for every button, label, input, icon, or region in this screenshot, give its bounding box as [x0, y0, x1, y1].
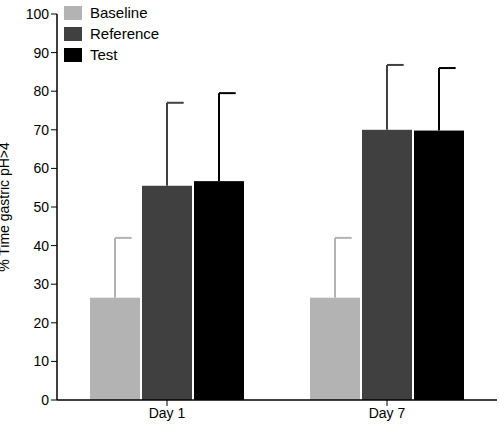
- svg-text:50: 50: [33, 199, 49, 215]
- html-text:Test: Test: [90, 46, 118, 63]
- svg-text:Day 1: Day 1: [149, 405, 186, 421]
- svg-text:Day 7: Day 7: [369, 405, 406, 421]
- svg-text:60: 60: [33, 160, 49, 176]
- svg-text:40: 40: [33, 238, 49, 254]
- html-text:Reference: Reference: [90, 25, 160, 42]
- svg-text:100: 100: [26, 6, 50, 22]
- svg-text:% Time gastric pH>4: % Time gastric pH>4: [0, 142, 12, 272]
- svg-text:80: 80: [33, 83, 49, 99]
- svg-text:20: 20: [33, 315, 49, 331]
- html-text:Baseline: Baseline: [90, 4, 148, 21]
- svg-text:30: 30: [33, 276, 49, 292]
- svg-text:0: 0: [41, 392, 49, 408]
- svg-text:70: 70: [33, 122, 49, 138]
- svg-text:90: 90: [33, 45, 49, 61]
- svg-text:10: 10: [33, 353, 49, 369]
